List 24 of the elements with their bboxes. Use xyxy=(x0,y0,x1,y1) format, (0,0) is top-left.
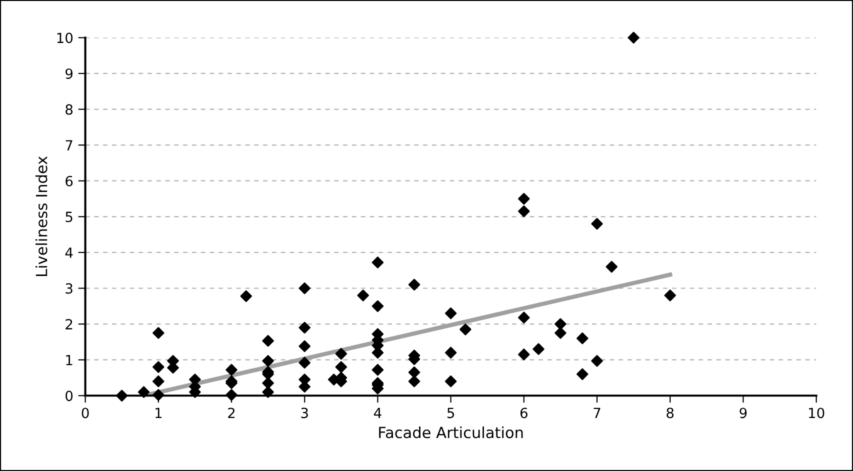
x-tick-label: 5 xyxy=(447,408,454,418)
x-tick-label: 7 xyxy=(594,408,600,418)
y-tick-label: 1 xyxy=(66,354,72,366)
y-tick-label: 0 xyxy=(66,390,73,402)
y-tick-label: 6 xyxy=(66,176,73,186)
y-tick-label: 7 xyxy=(66,140,72,150)
x-tick-label: 3 xyxy=(301,408,308,418)
x-tick-label: 4 xyxy=(374,408,382,418)
y-tick-label: 4 xyxy=(65,248,73,258)
x-tick-label: 2 xyxy=(228,408,235,418)
x-tick-label: 1 xyxy=(156,408,162,418)
y-axis-title: Liveliness Index xyxy=(35,156,48,276)
y-tick-label: 10 xyxy=(57,32,73,44)
x-tick-label: 8 xyxy=(666,408,674,418)
x-axis-title: Facade Articulation xyxy=(379,426,523,438)
y-tick-label: 8 xyxy=(66,104,73,115)
x-tick-label: 0 xyxy=(82,408,89,418)
y-tick-label: 2 xyxy=(66,319,72,330)
x-tick-label: 9 xyxy=(740,408,747,418)
y-tick-label: 5 xyxy=(66,212,72,222)
x-tick-label: 10 xyxy=(809,408,824,418)
x-tick-label: 6 xyxy=(520,408,528,418)
y-tick-label: 3 xyxy=(66,283,72,294)
y-tick-label: 9 xyxy=(66,68,73,79)
